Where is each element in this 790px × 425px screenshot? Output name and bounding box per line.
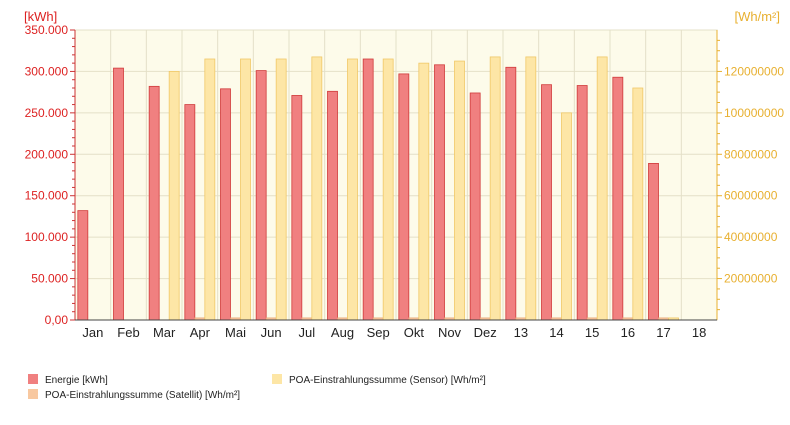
x-axis-tick-label: Apr xyxy=(190,325,211,340)
bar-2 xyxy=(275,58,287,321)
x-axis-tick-label: 14 xyxy=(549,325,563,340)
left-axis-unit-label: [kWh] xyxy=(24,9,57,24)
bars xyxy=(77,56,679,321)
left-axis-tick-label: 50.000 xyxy=(31,272,68,286)
bar-0 xyxy=(398,73,410,321)
right-axis-tick-label: 60000000 xyxy=(724,189,778,203)
left-axis-tick-label: 150.000 xyxy=(25,189,69,203)
left-axis-tick-label: 350.000 xyxy=(25,23,69,37)
bar-0 xyxy=(434,64,445,321)
bar-2 xyxy=(347,58,358,321)
left-axis-tick-label: 250.000 xyxy=(25,106,69,120)
x-axis-tick-label: Aug xyxy=(331,325,354,340)
x-axis-tick-label: Jul xyxy=(299,325,316,340)
bar-2 xyxy=(454,60,465,321)
right-axis-tick-label: 20000000 xyxy=(724,272,778,286)
x-axis-tick-label: Dez xyxy=(474,325,497,340)
bar-0 xyxy=(362,58,374,321)
bar-2 xyxy=(632,87,644,321)
bar-2 xyxy=(561,112,572,321)
bar-0 xyxy=(576,85,588,321)
bar-2 xyxy=(489,56,501,321)
bar-0 xyxy=(505,66,517,321)
bar-0 xyxy=(255,70,267,321)
x-axis-tick-label: Sep xyxy=(367,325,390,340)
bar-2 xyxy=(311,56,323,321)
bar-0 xyxy=(77,210,89,321)
bar-2 xyxy=(240,58,251,321)
bar-0 xyxy=(291,95,303,321)
bar-0 xyxy=(184,104,196,321)
left-axis-tick-label: 300.000 xyxy=(25,64,69,78)
x-axis-tick-label: Nov xyxy=(438,325,462,340)
left-axis-tick-label: 100.000 xyxy=(25,230,69,244)
x-axis-tick-label: Mar xyxy=(153,325,176,340)
bar-0 xyxy=(541,84,552,321)
bar-0 xyxy=(220,88,231,321)
bar-0 xyxy=(327,90,338,321)
right-axis-tick-label: 100000000 xyxy=(724,106,784,120)
right-axis-tick-label: 80000000 xyxy=(724,147,778,161)
bar-0 xyxy=(648,162,659,321)
right-axis-tick-label: 120000000 xyxy=(724,64,784,78)
bar-2 xyxy=(525,56,537,321)
left-axis-tick-label: 200.000 xyxy=(25,147,69,161)
x-axis-tick-label: Jan xyxy=(82,325,103,340)
x-axis-tick-label: Feb xyxy=(117,325,139,340)
legend-label: Energie [kWh] xyxy=(45,375,108,386)
x-axis-tick-label: 16 xyxy=(621,325,635,340)
bar-2 xyxy=(168,71,180,321)
bar-2 xyxy=(204,58,216,321)
x-axis-tick-label: 13 xyxy=(514,325,528,340)
right-axis-tick-label: 40000000 xyxy=(724,230,778,244)
bar-2 xyxy=(596,56,608,321)
bar-0 xyxy=(113,67,124,321)
axes: 0,00 50.000 100.000 150.000 200.000 250.000 30… xyxy=(24,9,784,340)
legend-swatch xyxy=(272,374,282,384)
gridlines xyxy=(75,29,717,320)
legend-swatch xyxy=(28,374,38,384)
legend-swatch xyxy=(28,389,38,399)
x-axis-tick-label: 18 xyxy=(692,325,706,340)
x-axis-tick-label: Mai xyxy=(225,325,246,340)
bar-0 xyxy=(612,76,624,321)
right-axis-unit-label: [Wh/m²] xyxy=(735,9,781,24)
bar-2 xyxy=(418,62,430,321)
legend: Energie [kWh] POA-Einstrahlungssumme (Sat… xyxy=(28,374,486,401)
x-axis-tick-label: Okt xyxy=(404,325,425,340)
x-axis-tick-label: 15 xyxy=(585,325,599,340)
x-axis-tick-label: 17 xyxy=(656,325,670,340)
bar-2 xyxy=(382,58,394,321)
left-axis-tick-label: 0,00 xyxy=(45,313,69,327)
x-axis-tick-label: Jun xyxy=(261,325,282,340)
bar-0 xyxy=(148,85,160,321)
legend-label: POA-Einstrahlungssumme (Sensor) [Wh/m²] xyxy=(289,375,486,386)
bar-0 xyxy=(469,92,481,321)
legend-label: POA-Einstrahlungssumme (Satellit) [Wh/m²… xyxy=(45,390,240,401)
